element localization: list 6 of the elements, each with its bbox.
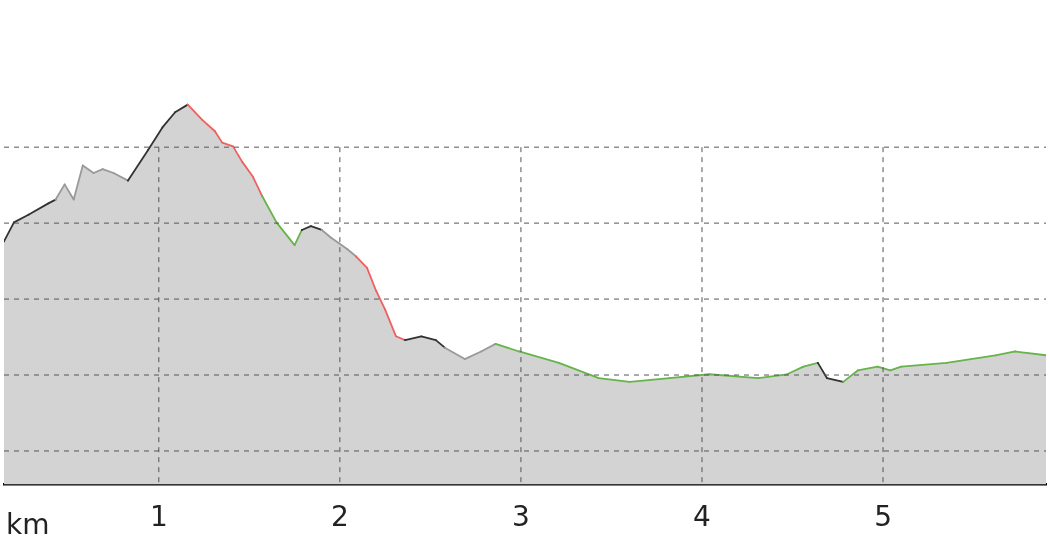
x-tick-label: 3 <box>512 500 530 534</box>
x-tick-label: 4 <box>693 500 711 534</box>
x-tick-label: 5 <box>874 500 892 534</box>
x-tick-label: 2 <box>330 500 349 534</box>
x-axis-title: km <box>6 507 50 541</box>
x-tick-label: 1 <box>149 500 168 534</box>
